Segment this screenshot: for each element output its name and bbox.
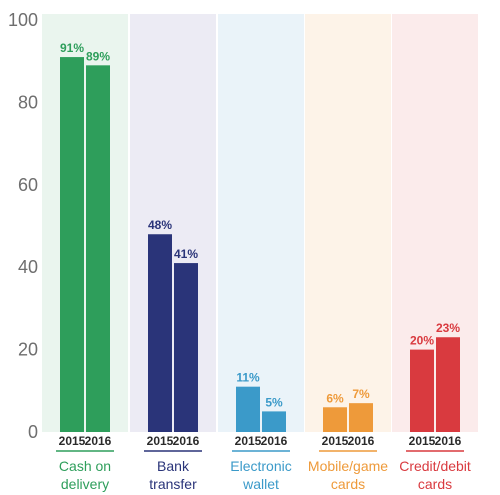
year-label: 2015	[59, 434, 86, 448]
category-label: Credit/debit	[399, 458, 471, 474]
bar	[148, 234, 172, 432]
category-label: cards	[418, 476, 452, 492]
data-label: 23%	[436, 321, 460, 335]
category-bands	[42, 14, 478, 432]
y-tick-label: 20	[18, 340, 38, 360]
bar	[262, 411, 286, 432]
bar	[174, 263, 198, 432]
category-label: Cash on	[59, 458, 111, 474]
category-band	[218, 14, 304, 432]
year-label: 2016	[85, 434, 112, 448]
category-band	[305, 14, 391, 432]
category-label: Electronic	[230, 458, 291, 474]
bars	[60, 57, 460, 433]
y-tick-label: 40	[18, 257, 38, 277]
data-label: 91%	[60, 41, 84, 55]
category-label: wallet	[242, 476, 279, 492]
category-label: Mobile/game	[308, 458, 388, 474]
bar	[436, 337, 460, 432]
bar	[60, 57, 84, 433]
y-axis: 0 20 40 60 80 100	[8, 10, 38, 442]
category-band	[130, 14, 216, 432]
year-label: 2015	[322, 434, 349, 448]
category-band	[392, 14, 478, 432]
data-label: 89%	[86, 49, 110, 63]
year-label: 2015	[235, 434, 262, 448]
data-label: 5%	[265, 395, 283, 409]
data-label: 48%	[148, 218, 172, 232]
data-label: 6%	[326, 391, 344, 405]
y-tick-label: 80	[18, 92, 38, 112]
category-band	[42, 14, 128, 432]
y-tick-label: 0	[28, 422, 38, 442]
bar	[349, 403, 373, 432]
year-label: 2016	[173, 434, 200, 448]
bar	[86, 65, 110, 432]
bar	[236, 386, 260, 432]
year-label: 2016	[435, 434, 462, 448]
category-label: cards	[331, 476, 365, 492]
bar	[323, 407, 347, 432]
bar	[410, 349, 434, 432]
category-label: Bank	[157, 458, 190, 474]
data-label: 11%	[236, 371, 260, 385]
year-label: 2015	[147, 434, 174, 448]
labels: 91% 2015 89% 2016 Cash on delivery 48% 2015 41% 2…	[56, 41, 471, 492]
data-label: 20%	[410, 334, 434, 348]
year-label: 2016	[261, 434, 288, 448]
data-label: 7%	[352, 387, 370, 401]
data-label: 41%	[174, 247, 198, 261]
year-label: 2016	[348, 434, 375, 448]
year-label: 2015	[409, 434, 436, 448]
y-tick-label: 100	[8, 10, 38, 30]
category-label: delivery	[61, 476, 109, 492]
category-label: transfer	[149, 476, 197, 492]
y-tick-label: 60	[18, 175, 38, 195]
